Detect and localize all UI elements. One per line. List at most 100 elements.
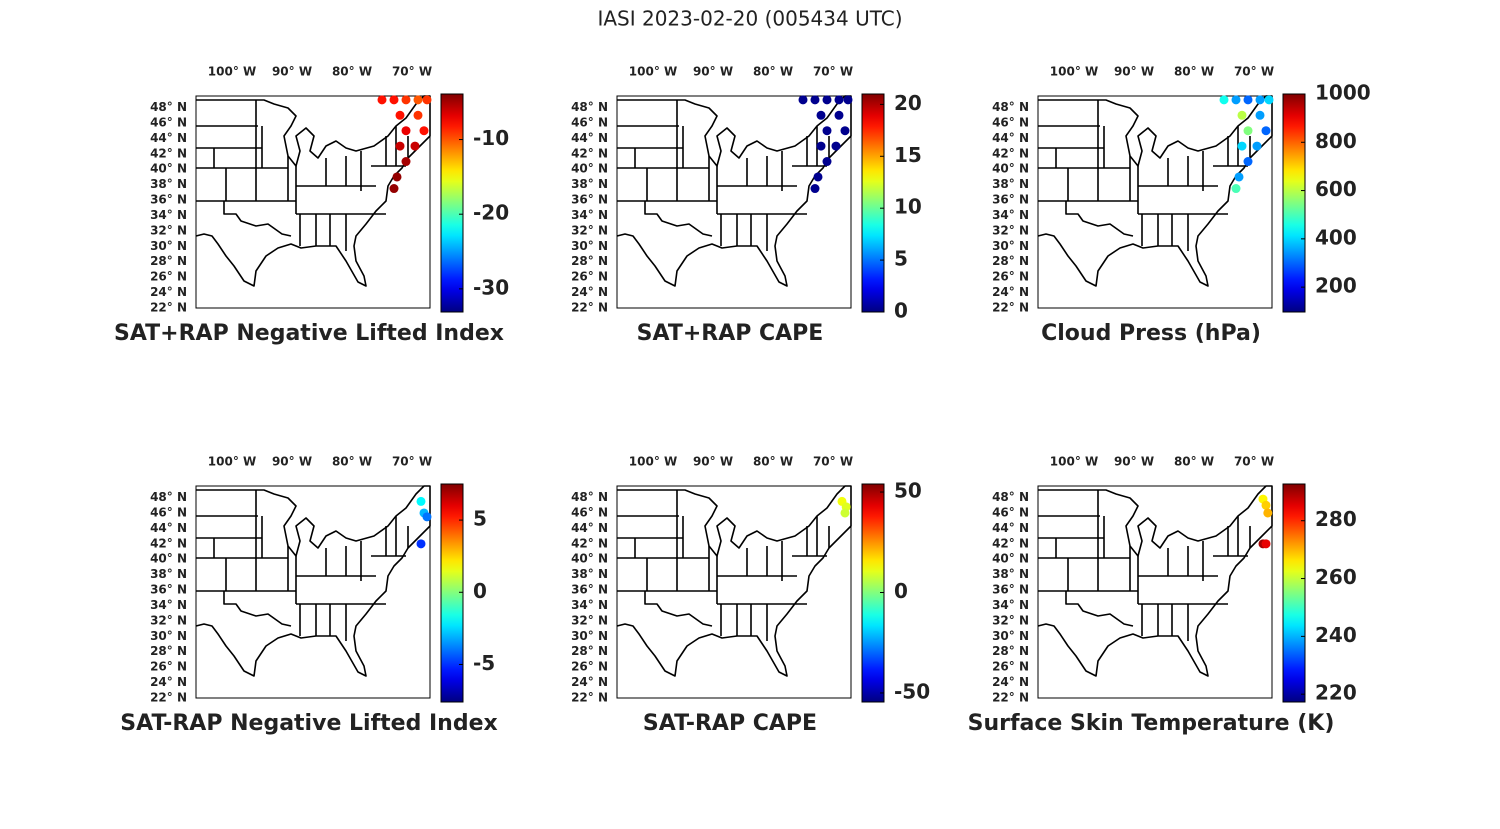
lat-tick-label: 30° N xyxy=(571,239,608,253)
data-point xyxy=(401,157,411,167)
lat-tick-label: 28° N xyxy=(571,254,608,268)
lat-tick-label: 34° N xyxy=(571,598,608,612)
lat-tick-label: 22° N xyxy=(571,691,608,705)
data-point xyxy=(843,95,853,105)
lat-tick-label: 44° N xyxy=(571,131,608,145)
lat-tick-label: 32° N xyxy=(150,613,187,627)
lat-tick-label: 32° N xyxy=(150,223,187,237)
lon-tick-label: 80° W xyxy=(753,65,793,79)
lon-tick-label: 90° W xyxy=(1114,65,1154,79)
data-point xyxy=(416,496,426,506)
data-point xyxy=(395,110,405,120)
lat-tick-label: 42° N xyxy=(150,146,187,160)
lon-tick-label: 100° W xyxy=(629,455,677,469)
panel-title: SAT-RAP CAPE xyxy=(643,711,817,736)
data-point xyxy=(1243,95,1253,105)
lat-tick-label: 24° N xyxy=(992,675,1029,689)
panel-title: SAT-RAP Negative Lifted Index xyxy=(120,711,497,736)
lat-tick-label: 36° N xyxy=(150,583,187,597)
data-point xyxy=(413,110,423,120)
colorbar-tick-label: -50 xyxy=(894,679,930,703)
lat-tick-label: 44° N xyxy=(992,131,1029,145)
colorbar xyxy=(440,93,464,313)
lat-tick-label: 28° N xyxy=(571,644,608,658)
colorbar-tick-label: 280 xyxy=(1315,507,1357,531)
colorbar-tick-label: -20 xyxy=(473,201,509,225)
lat-tick-label: 44° N xyxy=(150,521,187,535)
lat-tick-label: 26° N xyxy=(992,270,1029,284)
data-point xyxy=(401,126,411,136)
lat-tick-label: 46° N xyxy=(150,505,187,519)
data-point xyxy=(816,141,826,151)
lat-tick-label: 46° N xyxy=(992,505,1029,519)
data-point xyxy=(822,95,832,105)
lat-tick-label: 42° N xyxy=(150,536,187,550)
lat-tick-label: 22° N xyxy=(150,301,187,315)
data-point xyxy=(419,126,429,136)
data-point xyxy=(831,141,841,151)
panel-title: SAT+RAP CAPE xyxy=(637,321,824,346)
colorbar-tick-label: 0 xyxy=(473,579,487,603)
lat-tick-label: 26° N xyxy=(992,660,1029,674)
data-point xyxy=(1261,126,1271,136)
colorbar-tick-label: 1000 xyxy=(1315,81,1371,105)
lat-tick-label: 48° N xyxy=(150,100,187,114)
lat-tick-label: 40° N xyxy=(571,162,608,176)
data-point xyxy=(1261,539,1271,549)
data-point xyxy=(834,95,844,105)
lon-tick-label: 100° W xyxy=(208,455,256,469)
lon-tick-label: 90° W xyxy=(272,65,312,79)
lat-tick-label: 26° N xyxy=(150,270,187,284)
lat-tick-label: 38° N xyxy=(571,567,608,581)
data-point xyxy=(1255,95,1265,105)
colorbar xyxy=(861,483,885,703)
colorbar-tick-label: -5 xyxy=(473,651,495,675)
data-point xyxy=(840,126,850,136)
data-point xyxy=(798,95,808,105)
lat-tick-label: 40° N xyxy=(992,162,1029,176)
data-point xyxy=(389,184,399,194)
lat-tick-label: 38° N xyxy=(571,177,608,191)
data-point xyxy=(422,512,432,522)
lat-tick-label: 22° N xyxy=(150,691,187,705)
panel: 100° W 90° W 80° W 70° W 22° N 24° N26° N 28° … xyxy=(571,65,922,347)
lat-tick-label: 34° N xyxy=(571,208,608,222)
lat-tick-label: 32° N xyxy=(992,223,1029,237)
lon-tick-label: 80° W xyxy=(1174,455,1214,469)
lat-tick-label: 40° N xyxy=(992,552,1029,566)
lon-tick-label: 80° W xyxy=(332,65,372,79)
data-point xyxy=(389,95,399,105)
lat-tick-label: 30° N xyxy=(150,629,187,643)
panel-title: SAT+RAP Negative Lifted Index xyxy=(114,321,504,346)
colorbar-tick-label: 800 xyxy=(1315,129,1357,153)
lat-tick-label: 38° N xyxy=(150,177,187,191)
data-point xyxy=(395,141,405,151)
colorbar-tick-label: 20 xyxy=(894,91,922,115)
data-point xyxy=(1231,184,1241,194)
colorbar-tick-label: 0 xyxy=(894,579,908,603)
lat-tick-label: 24° N xyxy=(571,675,608,689)
lat-tick-label: 36° N xyxy=(571,193,608,207)
colorbar-tick-label: 240 xyxy=(1315,623,1357,647)
data-point xyxy=(1231,95,1241,105)
colorbar-tick-label: 220 xyxy=(1315,681,1357,705)
colorbar-tick-label: 600 xyxy=(1315,177,1357,201)
lat-tick-label: 32° N xyxy=(992,613,1029,627)
panel: 100° W 90° W 80° W 70° W 22° N 24° N26° N 28° … xyxy=(992,65,1371,347)
lon-tick-label: 100° W xyxy=(629,65,677,79)
lon-tick-label: 90° W xyxy=(693,65,733,79)
lon-tick-label: 70° W xyxy=(392,65,432,79)
lat-tick-label: 48° N xyxy=(992,490,1029,504)
lat-tick-label: 22° N xyxy=(992,691,1029,705)
colorbar-tick-label: 50 xyxy=(894,479,922,503)
lon-tick-label: 90° W xyxy=(693,455,733,469)
lon-tick-label: 80° W xyxy=(753,455,793,469)
lat-tick-label: 30° N xyxy=(992,239,1029,253)
lat-tick-label: 26° N xyxy=(571,660,608,674)
lat-tick-label: 22° N xyxy=(992,301,1029,315)
lat-tick-label: 38° N xyxy=(992,177,1029,191)
lat-tick-label: 48° N xyxy=(571,100,608,114)
data-point xyxy=(1237,110,1247,120)
lon-tick-label: 80° W xyxy=(1174,65,1214,79)
